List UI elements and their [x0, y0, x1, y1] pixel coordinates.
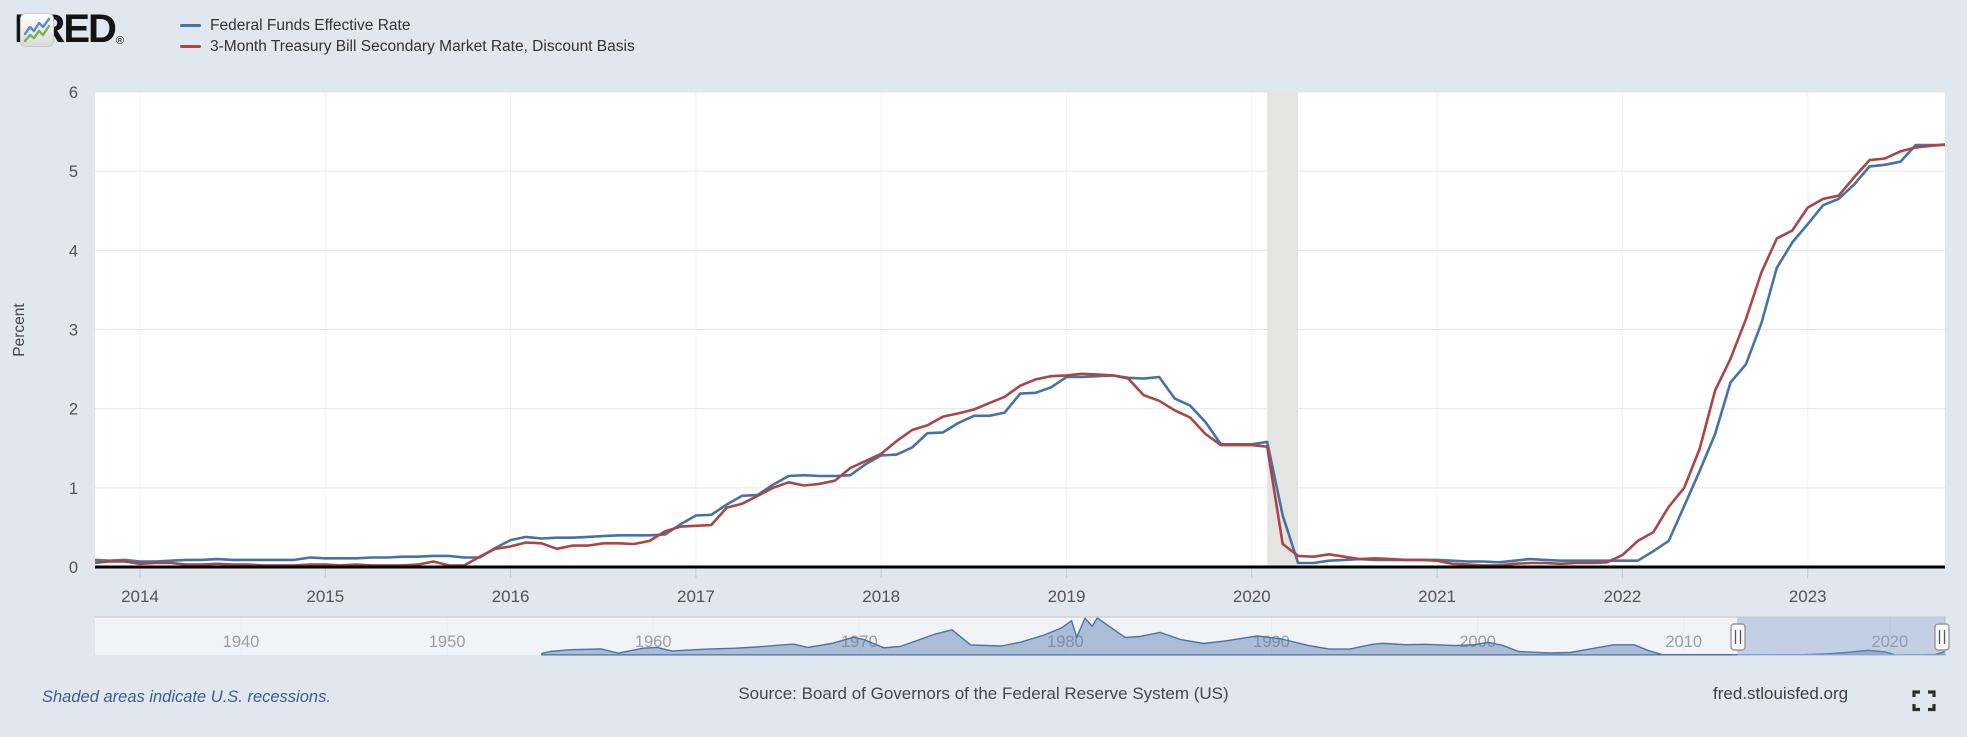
navigator-decade-label: 1940: [223, 633, 260, 651]
series-line-tbill: [95, 143, 1945, 567]
navigator-left-handle-grip[interactable]: [1730, 623, 1746, 651]
navigator-unselected-mask: [95, 617, 1738, 655]
y-tick-label: 6: [69, 84, 78, 102]
navigator-decade-label: 1950: [429, 633, 466, 651]
x-tick-label: 2017: [677, 587, 715, 606]
x-tick-label: 2015: [306, 587, 344, 606]
navigator-decade-label: 2010: [1665, 633, 1702, 651]
y-axis-title: Percent: [11, 303, 28, 357]
y-tick-label: 5: [69, 163, 78, 181]
series-layer: [95, 143, 1945, 567]
navigator-mini-chart[interactable]: [541, 617, 1967, 656]
x-tick-label: 2022: [1603, 587, 1641, 606]
navigator-decade-label: 2000: [1459, 633, 1496, 651]
mini-area-series: [541, 617, 1945, 656]
y-tick-label: 0: [69, 559, 78, 577]
date-range-navigator[interactable]: 194019501960197019801990200020102020: [0, 612, 1967, 675]
y-tick-label: 3: [69, 322, 78, 340]
navigator-decade-label: 1960: [635, 633, 672, 651]
y-tick-label: 2: [69, 401, 78, 419]
legend-line-sample-blue: [180, 23, 201, 28]
site-link[interactable]: fred.stlouisfed.org: [1713, 684, 1849, 703]
x-tick-label: 2019: [1048, 587, 1086, 606]
legend-label: Federal Funds Effective Rate: [210, 17, 411, 34]
navigator-right-handle-grip[interactable]: [1934, 623, 1950, 651]
axis-tick-layer: 2014 2015 2016 2017 2018 2019 2020 2021 2022 2023…: [69, 84, 1827, 606]
x-tick-label: 2016: [492, 587, 530, 606]
recession-note: Shaded areas indicate U.S. recessions.: [42, 688, 331, 706]
x-tick-label: 2014: [121, 587, 159, 606]
main-chart[interactable]: 2014 2015 2016 2017 2018 2019 2020 2021 2022 2023…: [0, 0, 1967, 612]
legend-label: 3-Month Treasury Bill Secondary Market R…: [210, 38, 635, 55]
fullscreen-icon: [1912, 690, 1936, 712]
navigator-selected-range[interactable]: [1737, 616, 1946, 656]
navigator-left-handle[interactable]: [1730, 623, 1746, 651]
x-tick-label: 2021: [1418, 587, 1456, 606]
navigator-right-handle[interactable]: [1934, 623, 1950, 651]
x-tick-label: 2023: [1789, 587, 1827, 606]
navigator-decade-label: 2020: [1871, 633, 1908, 651]
chart-legend: Federal Funds Effective Rate 3-Month Tre…: [180, 16, 635, 58]
x-tick-label: 2020: [1233, 587, 1271, 606]
chart-header: FRED ® Federal Funds Effective Rate 3-Mo…: [0, 0, 1967, 62]
fullscreen-button[interactable]: [1912, 690, 1936, 712]
y-tick-label: 4: [69, 242, 78, 260]
registered-mark: ®: [115, 35, 124, 47]
x-tick-label: 2018: [862, 587, 900, 606]
chart-footer: Shaded areas indicate U.S. recessions. S…: [0, 675, 1967, 737]
y-tick-label: 1: [69, 480, 78, 498]
fred-logo[interactable]: FRED ®: [14, 9, 126, 49]
source-text: Source: Board of Governors of the Federa…: [738, 684, 1229, 703]
gridline-layer: [95, 91, 1945, 568]
fred-logo-sparkline-icon: [20, 13, 54, 47]
legend-line-sample-red: [180, 44, 201, 49]
navigator-decade-label: 1980: [1047, 633, 1084, 651]
navigator-decade-label: 1990: [1253, 633, 1290, 651]
legend-item-tbill[interactable]: 3-Month Treasury Bill Secondary Market R…: [180, 37, 635, 56]
legend-item-fedfunds[interactable]: Federal Funds Effective Rate: [180, 16, 635, 35]
series-line-fedfunds: [95, 143, 1945, 565]
